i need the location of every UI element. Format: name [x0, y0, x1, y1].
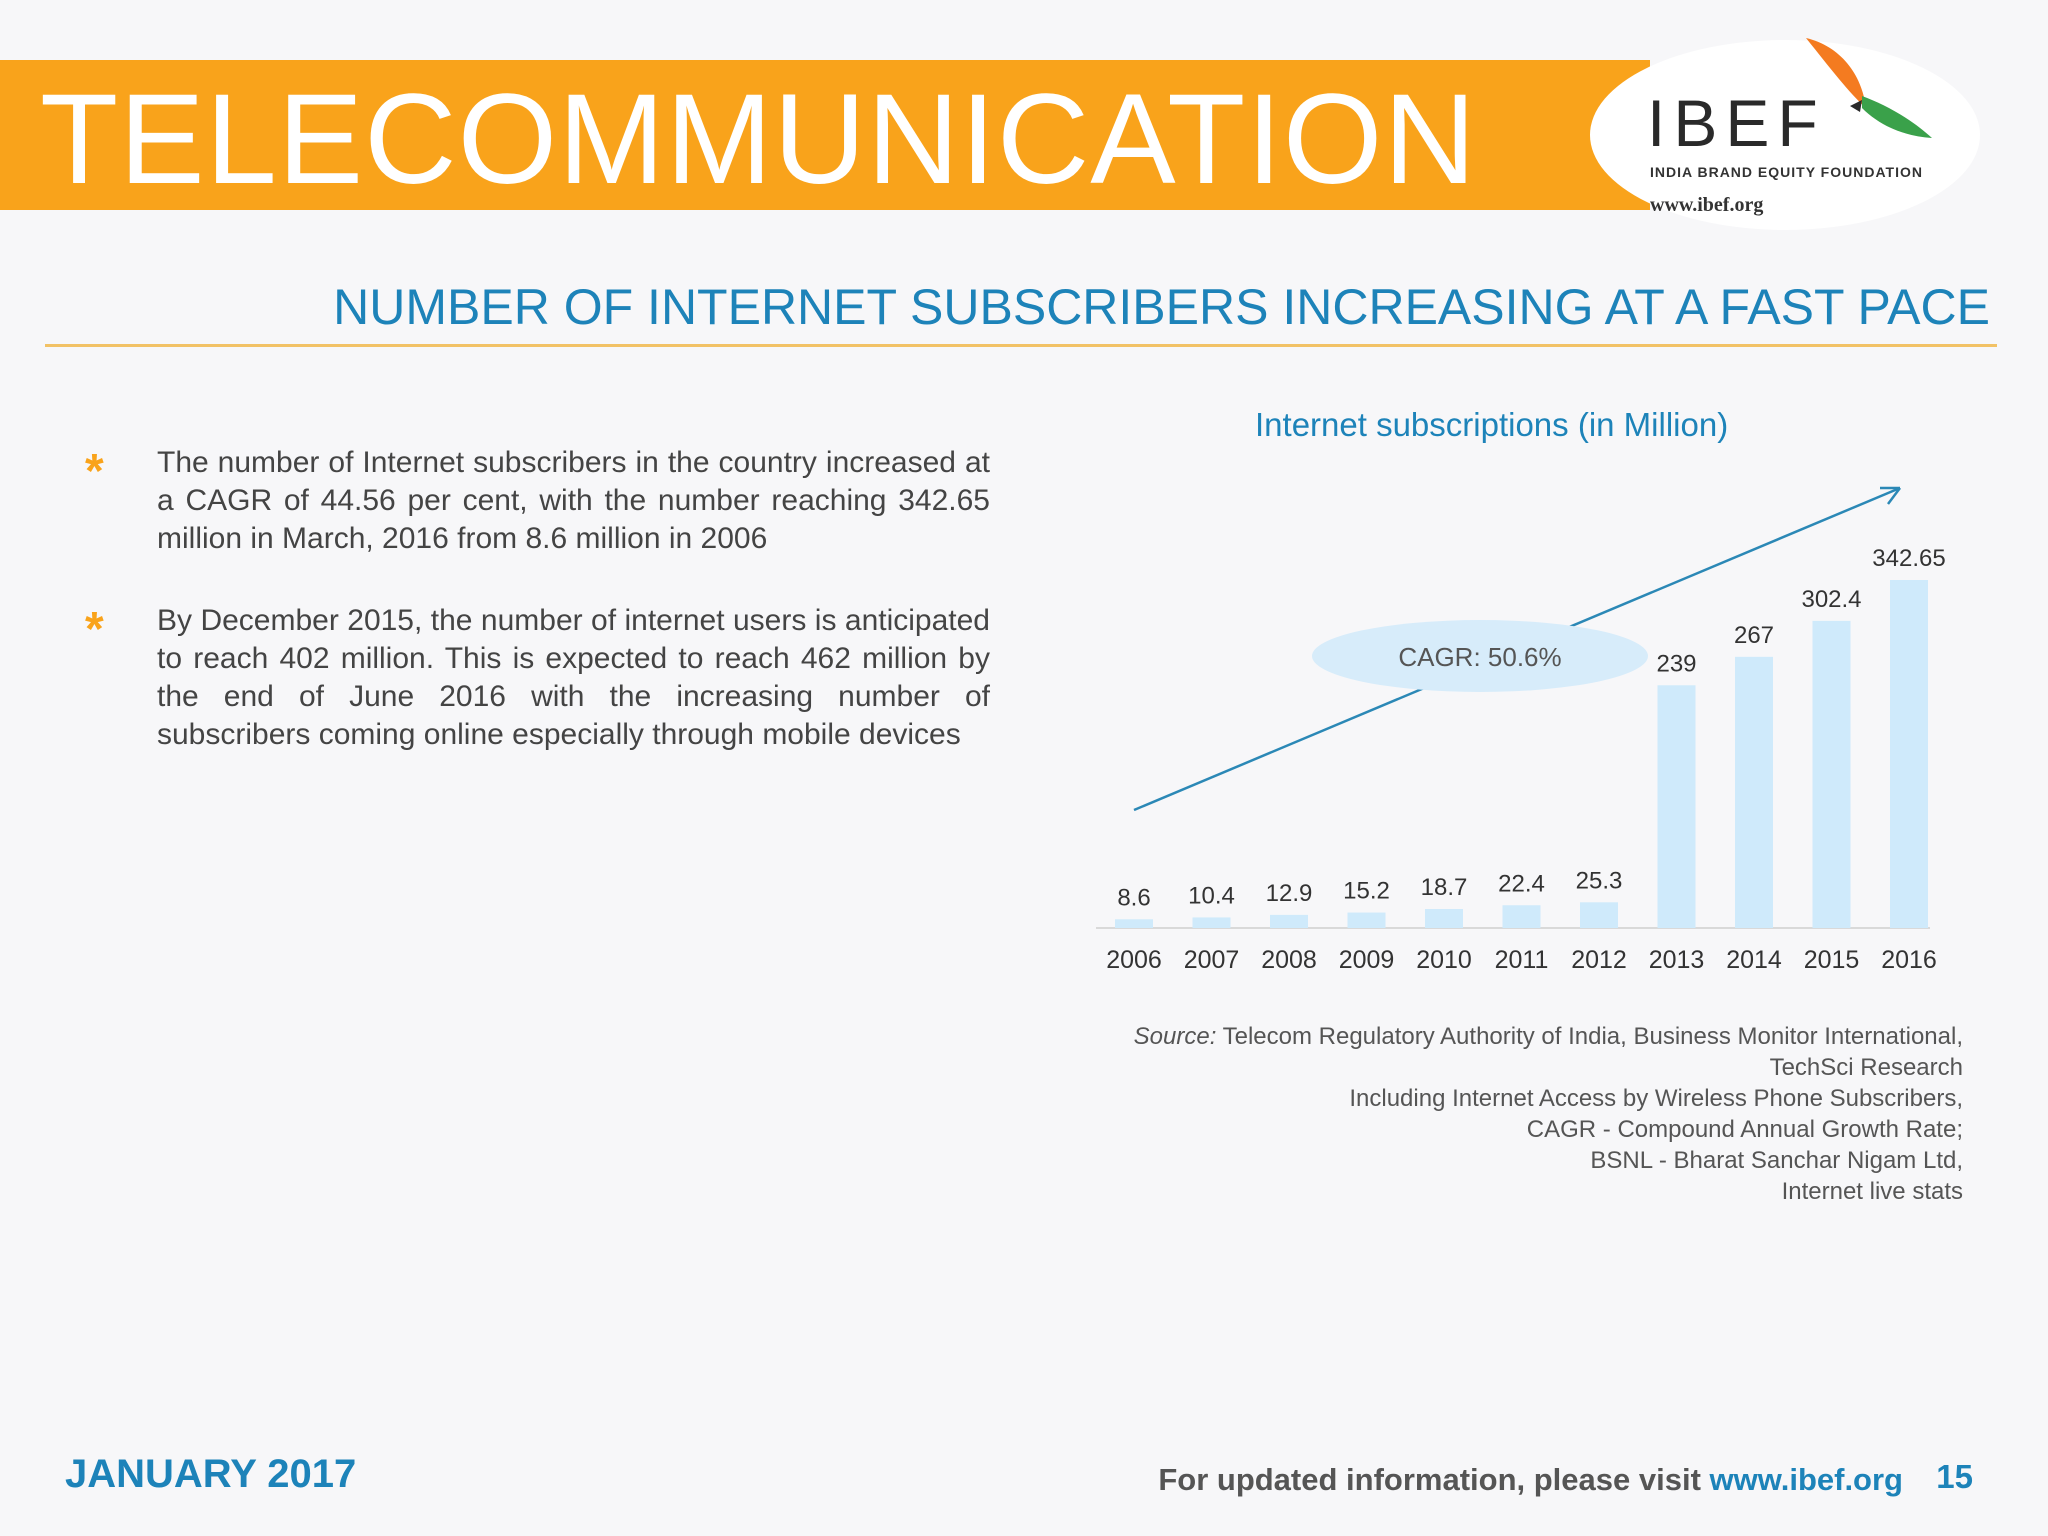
source-line: TechSci Research: [1769, 1054, 1963, 1081]
data-label: 342.65: [1872, 545, 1945, 572]
data-label: 15.2: [1343, 878, 1390, 905]
footer-link[interactable]: www.ibef.org: [1709, 1462, 1903, 1497]
bar: [1270, 914, 1308, 928]
source-note: Source: Telecom Regulatory Authority of …: [1134, 1021, 1963, 1207]
footer-visit-text: For updated information, please visit: [1158, 1462, 1710, 1497]
data-label: 25.3: [1576, 867, 1623, 894]
bullet-text: The number of Internet subscribers in th…: [157, 446, 990, 555]
data-label: 302.4: [1801, 586, 1861, 613]
x-tick-label: 2006: [1106, 946, 1162, 974]
bar: [1657, 685, 1696, 928]
footer-date: JANUARY 2017: [65, 1452, 357, 1496]
x-tick-label: 2007: [1184, 946, 1240, 974]
bar: [1580, 902, 1618, 928]
data-label: 239: [1656, 650, 1696, 677]
source-text: Telecom Regulatory Authority of India, B…: [1222, 1023, 1963, 1050]
trend-arrowhead: [1880, 486, 1901, 505]
x-tick-label: 2009: [1339, 946, 1395, 974]
slide-subtitle: NUMBER OF INTERNET SUBSCRIBERS INCREASIN…: [333, 279, 1990, 335]
bar: [1502, 905, 1541, 928]
page-number: 15: [1936, 1458, 1973, 1495]
logo-wordmark: IBEF: [1647, 86, 1826, 160]
page-title: TELECOMMUNICATION: [40, 68, 1477, 211]
bullet-item: * By December 2015, the number of intern…: [85, 602, 990, 754]
bar: [1425, 909, 1463, 928]
bullet-text: By December 2015, the number of internet…: [157, 604, 990, 751]
data-label: 8.6: [1117, 884, 1150, 911]
source-line: Internet live stats: [1781, 1178, 1963, 1205]
source-line: CAGR - Compound Annual Growth Rate;: [1526, 1116, 1963, 1143]
asterisk-icon: *: [85, 603, 104, 656]
bar: [1812, 620, 1851, 928]
x-tick-label: 2016: [1881, 946, 1937, 974]
x-tick-label: 2015: [1804, 946, 1860, 974]
asterisk-icon: *: [85, 445, 104, 498]
bullet-item: * The number of Internet subscribers in …: [85, 444, 990, 558]
bar: [1890, 580, 1928, 928]
x-tick-label: 2014: [1726, 946, 1782, 974]
data-label: 267: [1734, 622, 1774, 649]
bar: [1347, 912, 1386, 928]
bar-chart: CAGR: 50.6% 8.6 2006 10.4 2007 12.9 2008 15.2 20…: [1096, 486, 1946, 974]
x-tick-label: 2013: [1649, 946, 1705, 974]
cagr-bubble: [1312, 620, 1648, 692]
data-label: 22.4: [1498, 870, 1545, 897]
x-tick-label: 2008: [1261, 946, 1317, 974]
header-banner: [0, 60, 1650, 210]
footer-visit: For updated information, please visit ww…: [1158, 1462, 1903, 1498]
x-tick-label: 2012: [1571, 946, 1627, 974]
bar: [1192, 917, 1231, 928]
source-label: Source:: [1133, 1023, 1217, 1050]
bar: [1115, 919, 1153, 928]
subtitle-divider: [45, 344, 1997, 347]
logo-url: www.ibef.org: [1650, 194, 1764, 216]
chart-title: Internet subscriptions (in Million): [1255, 406, 1729, 443]
source-line: BSNL - Bharat Sanchar Nigam Ltd,: [1590, 1147, 1963, 1174]
data-label: 12.9: [1266, 880, 1313, 907]
source-line: Including Internet Access by Wireless Ph…: [1349, 1085, 1963, 1112]
data-label: 18.7: [1421, 874, 1468, 901]
bar: [1735, 656, 1773, 928]
x-tick-label: 2010: [1416, 946, 1472, 974]
x-tick-label: 2011: [1495, 946, 1549, 974]
bird-logo-icon: [1806, 38, 1932, 138]
logo-subtext: INDIA BRAND EQUITY FOUNDATION: [1650, 164, 1923, 180]
data-label: 10.4: [1188, 882, 1235, 909]
bullet-list: * The number of Internet subscribers in …: [85, 444, 990, 798]
source-line: Source: Telecom Regulatory Authority of …: [1134, 1021, 1963, 1052]
cagr-label: CAGR: 50.6%: [1398, 642, 1561, 672]
